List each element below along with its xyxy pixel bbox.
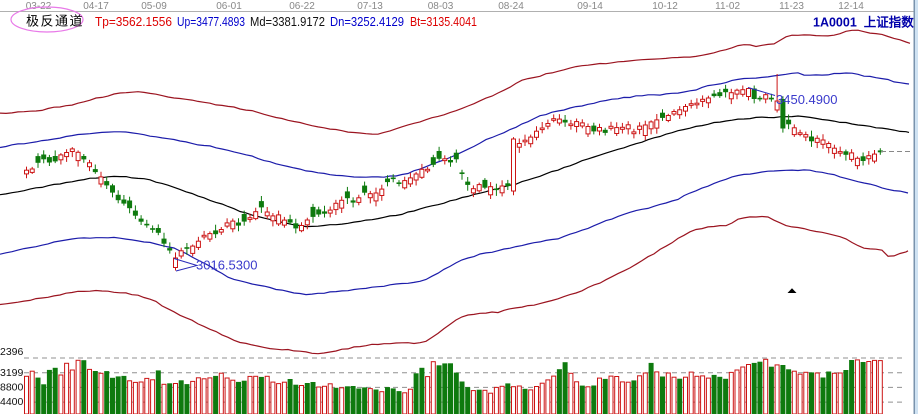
- svg-text:06-01: 06-01: [216, 1, 242, 12]
- svg-text:极反通道: 极反通道: [26, 14, 84, 29]
- svg-text:03-22: 03-22: [26, 1, 52, 12]
- svg-text:Tp=3562.1556: Tp=3562.1556: [95, 15, 172, 29]
- svg-text:06-22: 06-22: [289, 1, 315, 12]
- svg-text:09-14: 09-14: [577, 1, 603, 12]
- svg-text:1A0001 上证指数: 1A0001 上证指数: [813, 14, 914, 29]
- svg-text:2396: 2396: [0, 346, 24, 358]
- svg-text:3450.4900: 3450.4900: [776, 92, 837, 107]
- svg-text:Dn=3252.4129: Dn=3252.4129: [330, 15, 404, 29]
- svg-text:10-12: 10-12: [652, 1, 678, 12]
- svg-text:4400: 4400: [0, 396, 24, 408]
- svg-text:Bt=3135.4041: Bt=3135.4041: [410, 15, 477, 29]
- svg-text:04-17: 04-17: [83, 1, 109, 12]
- svg-text:07-13: 07-13: [357, 1, 383, 12]
- svg-text:3199: 3199: [0, 367, 24, 379]
- svg-text:08-03: 08-03: [428, 1, 454, 12]
- svg-text:08-24: 08-24: [498, 1, 524, 12]
- svg-text:11-23: 11-23: [779, 1, 804, 12]
- svg-text:3016.5300: 3016.5300: [196, 258, 257, 273]
- svg-text:12-14: 12-14: [838, 1, 864, 12]
- svg-text:Md=3381.9172: Md=3381.9172: [250, 15, 325, 29]
- svg-text:Up=3477.4893: Up=3477.4893: [177, 15, 245, 29]
- svg-text:11-02: 11-02: [715, 1, 740, 12]
- svg-text:8800: 8800: [0, 382, 24, 394]
- svg-text:05-09: 05-09: [141, 1, 167, 12]
